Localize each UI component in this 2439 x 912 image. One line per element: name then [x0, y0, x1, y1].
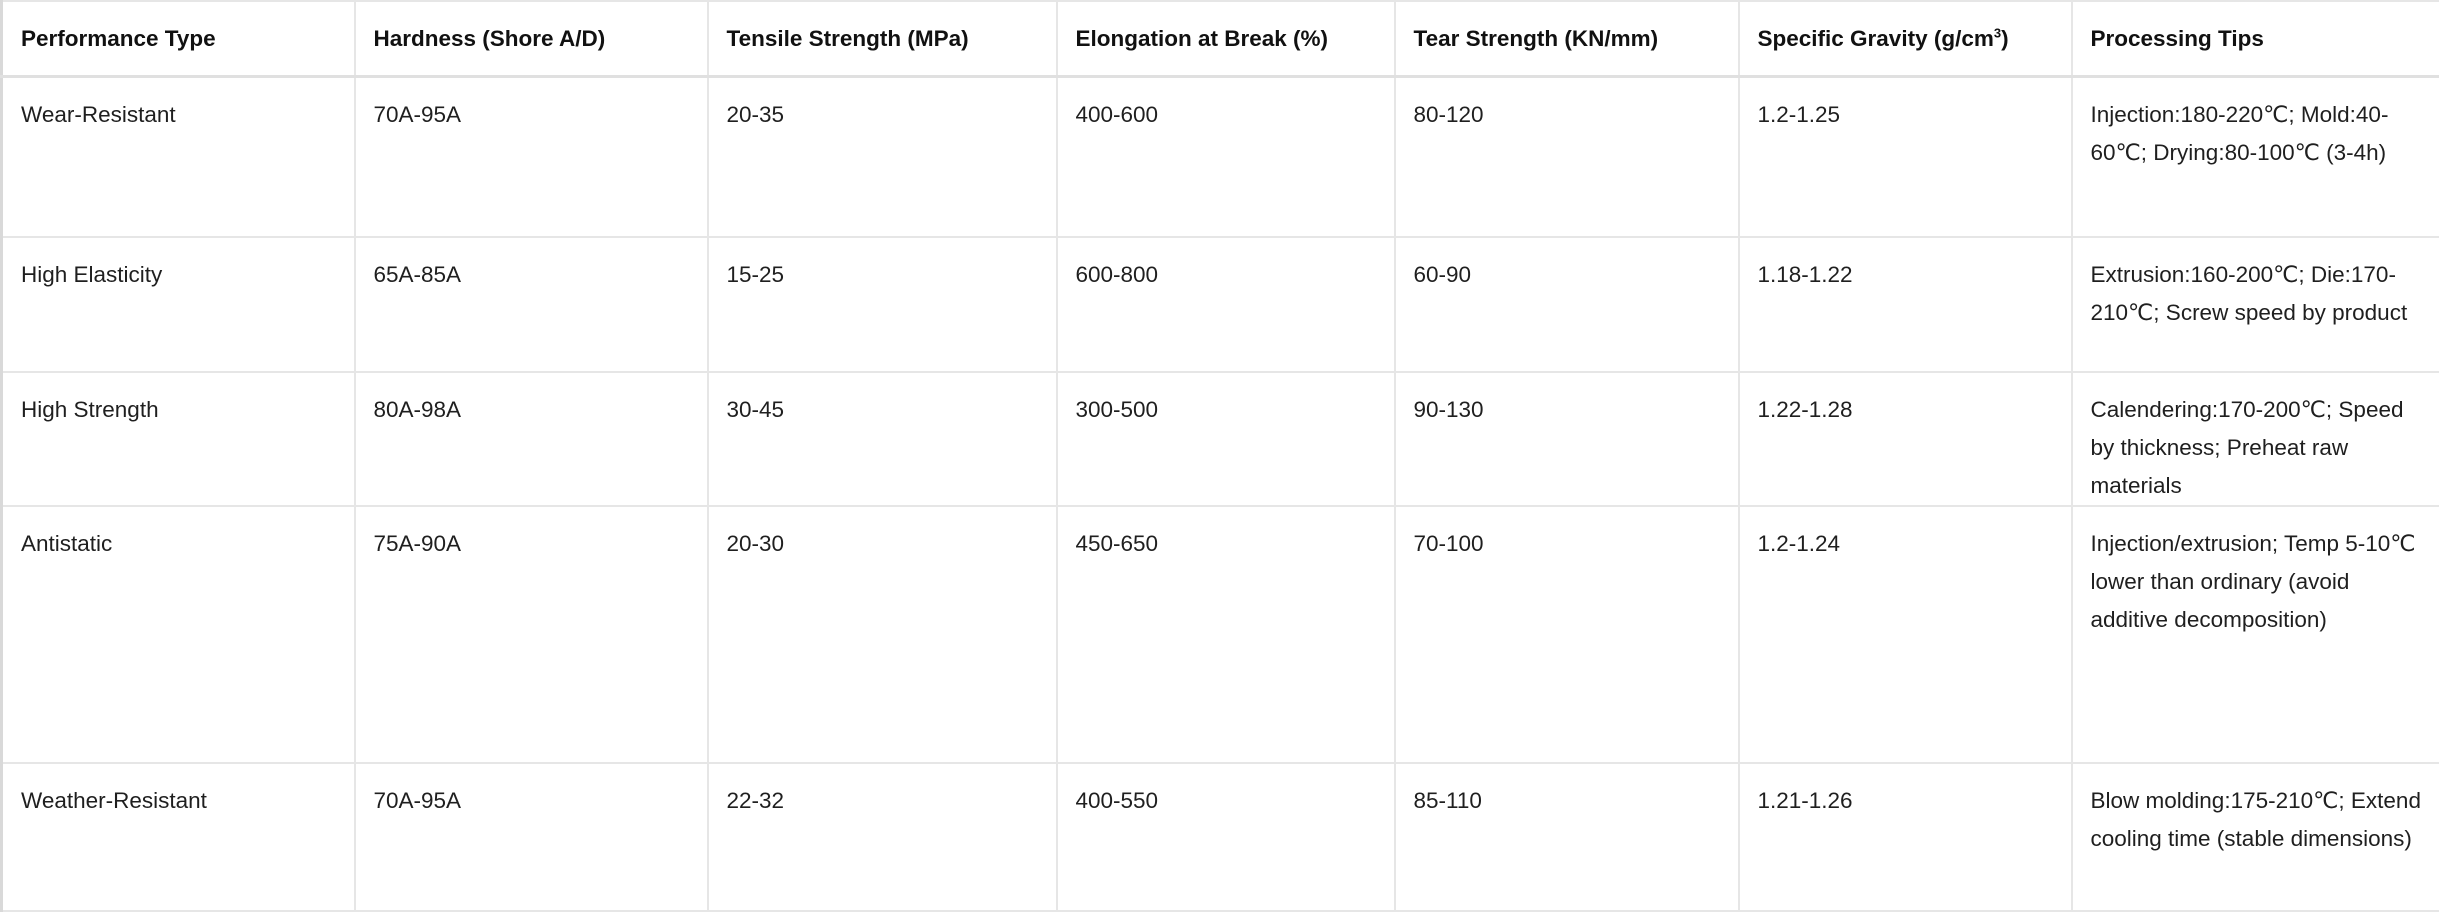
cell-specific-gravity: 1.2-1.24	[1739, 506, 2072, 763]
cell-tensile-strength: 20-35	[708, 77, 1057, 238]
cell-tensile-strength: 15-25	[708, 237, 1057, 372]
header-hardness: Hardness (Shore A/D)	[355, 1, 708, 77]
cell-tensile-strength: 22-32	[708, 763, 1057, 911]
cell-performance-type: Antistatic	[2, 506, 355, 763]
cell-tear-strength: 85-110	[1395, 763, 1739, 911]
cell-specific-gravity: 1.21-1.26	[1739, 763, 2072, 911]
header-row: Performance Type Hardness (Shore A/D) Te…	[2, 1, 2439, 77]
cell-specific-gravity: 1.22-1.28	[1739, 372, 2072, 506]
cell-performance-type: High Strength	[2, 372, 355, 506]
cell-processing-tips: Extrusion:160-200℃; Die:170-210℃; Screw …	[2072, 237, 2439, 372]
cell-hardness: 80A-98A	[355, 372, 708, 506]
header-specific-gravity: Specific Gravity (g/cm3)	[1739, 1, 2072, 77]
cell-hardness: 70A-95A	[355, 763, 708, 911]
cell-specific-gravity: 1.18-1.22	[1739, 237, 2072, 372]
header-specific-gravity-label: Specific Gravity (g/cm	[1758, 26, 1994, 51]
cell-hardness: 75A-90A	[355, 506, 708, 763]
cell-performance-type: Weather-Resistant	[2, 763, 355, 911]
cell-elongation: 300-500	[1057, 372, 1395, 506]
cell-processing-tips: Calendering:170-200℃; Speed by thickness…	[2072, 372, 2439, 506]
cell-hardness: 70A-95A	[355, 77, 708, 238]
cell-performance-type: High Elasticity	[2, 237, 355, 372]
cell-tear-strength: 60-90	[1395, 237, 1739, 372]
superscript: 3	[1994, 25, 2001, 40]
cell-tear-strength: 90-130	[1395, 372, 1739, 506]
cell-processing-tips: Injection:180-220℃; Mold:40-60℃; Drying:…	[2072, 77, 2439, 238]
header-performance-type: Performance Type	[2, 1, 355, 77]
cell-elongation: 600-800	[1057, 237, 1395, 372]
header-specific-gravity-suffix: )	[2001, 26, 2009, 51]
cell-processing-tips: Blow molding:175-210℃; Extend cooling ti…	[2072, 763, 2439, 911]
cell-tensile-strength: 30-45	[708, 372, 1057, 506]
cell-elongation: 400-550	[1057, 763, 1395, 911]
cell-tensile-strength: 20-30	[708, 506, 1057, 763]
header-tear-strength: Tear Strength (KN/mm)	[1395, 1, 1739, 77]
header-tensile-strength: Tensile Strength (MPa)	[708, 1, 1057, 77]
cell-hardness: 65A-85A	[355, 237, 708, 372]
cell-specific-gravity: 1.2-1.25	[1739, 77, 2072, 238]
cell-performance-type: Wear-Resistant	[2, 77, 355, 238]
cell-processing-tips: Injection/extrusion; Temp 5-10℃ lower th…	[2072, 506, 2439, 763]
cell-tear-strength: 70-100	[1395, 506, 1739, 763]
header-processing-tips: Processing Tips	[2072, 1, 2439, 77]
cell-tear-strength: 80-120	[1395, 77, 1739, 238]
cell-elongation: 450-650	[1057, 506, 1395, 763]
header-elongation: Elongation at Break (%)	[1057, 1, 1395, 77]
cell-elongation: 400-600	[1057, 77, 1395, 238]
